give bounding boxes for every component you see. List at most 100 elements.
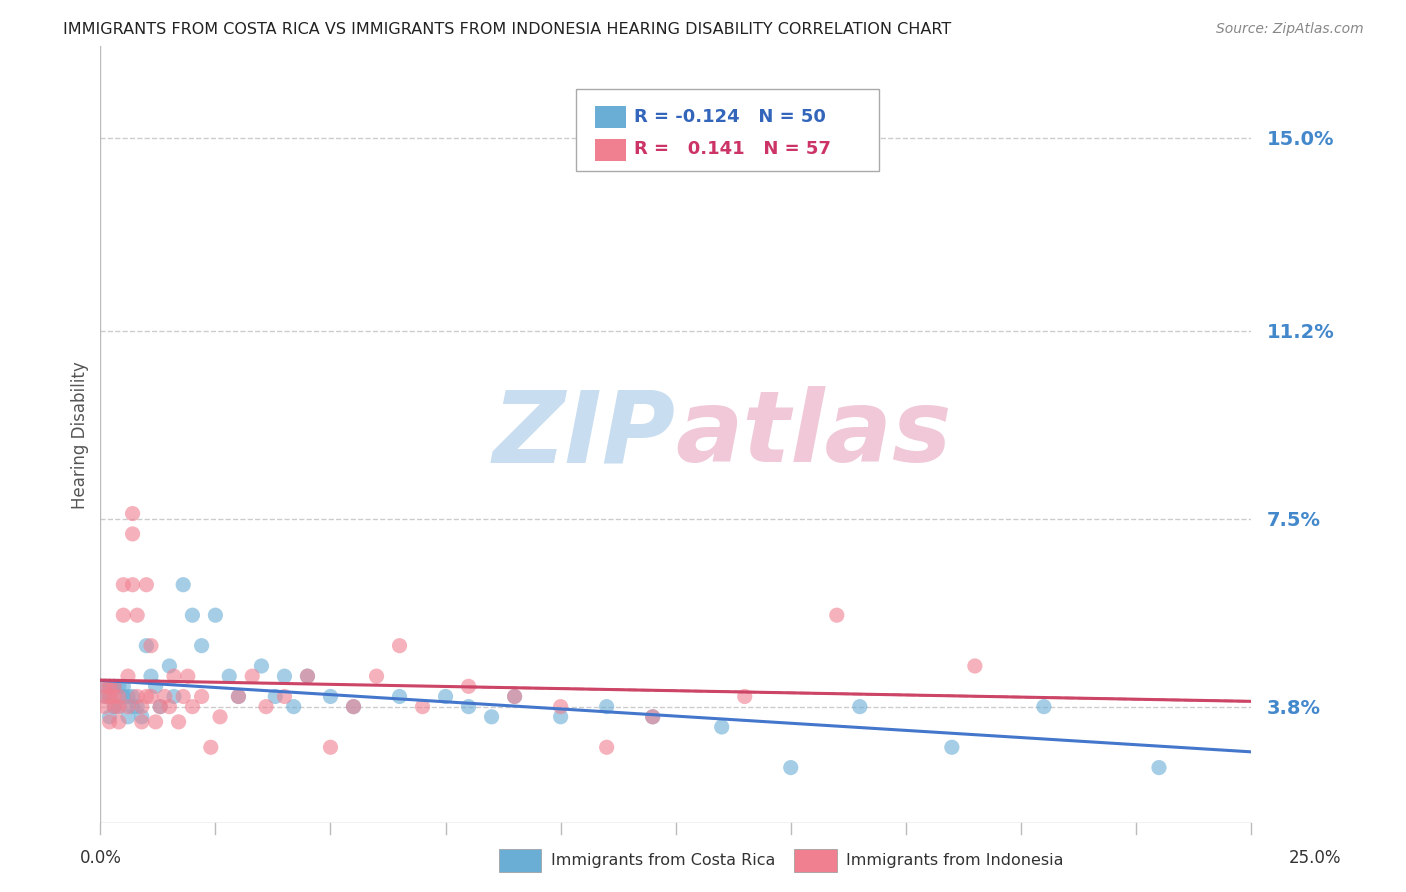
Point bbox=[135, 639, 157, 653]
Point bbox=[121, 507, 143, 521]
Point bbox=[121, 527, 143, 541]
Point bbox=[94, 679, 117, 693]
Text: R =   0.141   N = 57: R = 0.141 N = 57 bbox=[634, 140, 831, 158]
Point bbox=[153, 690, 176, 704]
Point bbox=[434, 690, 457, 704]
Point bbox=[107, 699, 129, 714]
Point bbox=[157, 699, 180, 714]
Point bbox=[149, 699, 172, 714]
Point bbox=[297, 669, 319, 683]
Point bbox=[297, 669, 319, 683]
Point bbox=[710, 720, 733, 734]
Text: Immigrants from Costa Rica: Immigrants from Costa Rica bbox=[551, 854, 776, 868]
Text: 0.0%: 0.0% bbox=[80, 849, 122, 867]
Point bbox=[172, 578, 194, 592]
Text: atlas: atlas bbox=[676, 386, 952, 483]
Text: IMMIGRANTS FROM COSTA RICA VS IMMIGRANTS FROM INDONESIA HEARING DISABILITY CORRE: IMMIGRANTS FROM COSTA RICA VS IMMIGRANTS… bbox=[63, 22, 952, 37]
Point bbox=[103, 690, 125, 704]
Point bbox=[342, 699, 364, 714]
Point bbox=[167, 714, 190, 729]
Point bbox=[181, 699, 204, 714]
Point bbox=[163, 669, 186, 683]
Point bbox=[218, 669, 240, 683]
Point bbox=[550, 710, 572, 724]
Point bbox=[117, 690, 139, 704]
Point bbox=[163, 690, 186, 704]
Point bbox=[112, 578, 135, 592]
Point bbox=[319, 690, 342, 704]
Point bbox=[98, 714, 121, 729]
Point bbox=[107, 699, 129, 714]
Point bbox=[112, 679, 135, 693]
Point bbox=[240, 669, 263, 683]
Point bbox=[135, 690, 157, 704]
Point bbox=[107, 714, 129, 729]
Point bbox=[963, 659, 986, 673]
Point bbox=[103, 699, 125, 714]
Point bbox=[103, 679, 125, 693]
Text: ZIP: ZIP bbox=[492, 386, 676, 483]
Point bbox=[127, 699, 149, 714]
Point bbox=[145, 714, 167, 729]
Point bbox=[172, 690, 194, 704]
Point bbox=[641, 710, 664, 724]
Point bbox=[264, 690, 287, 704]
Text: 25.0%: 25.0% bbox=[1288, 849, 1341, 867]
Text: R = -0.124   N = 50: R = -0.124 N = 50 bbox=[634, 108, 825, 126]
Point bbox=[849, 699, 872, 714]
Point bbox=[157, 659, 180, 673]
Point bbox=[208, 710, 231, 724]
Point bbox=[94, 699, 117, 714]
Point bbox=[412, 699, 434, 714]
Point bbox=[273, 669, 295, 683]
Point bbox=[98, 710, 121, 724]
Point bbox=[1032, 699, 1054, 714]
Point bbox=[98, 679, 121, 693]
Point bbox=[481, 710, 503, 724]
Point bbox=[457, 679, 479, 693]
Point bbox=[121, 690, 143, 704]
Point bbox=[734, 690, 756, 704]
Point bbox=[98, 690, 121, 704]
Point bbox=[94, 679, 117, 693]
Point bbox=[228, 690, 250, 704]
Point bbox=[121, 578, 143, 592]
Point bbox=[145, 679, 167, 693]
Point bbox=[117, 710, 139, 724]
Point bbox=[177, 669, 200, 683]
Point bbox=[388, 690, 411, 704]
Point bbox=[135, 578, 157, 592]
Point bbox=[181, 608, 204, 623]
Point bbox=[103, 699, 125, 714]
Point bbox=[342, 699, 364, 714]
Point bbox=[149, 699, 172, 714]
Point bbox=[503, 690, 526, 704]
Point bbox=[503, 690, 526, 704]
Point bbox=[595, 740, 617, 755]
Point bbox=[139, 639, 162, 653]
Point bbox=[825, 608, 848, 623]
Point bbox=[550, 699, 572, 714]
Point bbox=[273, 690, 295, 704]
Point bbox=[94, 690, 117, 704]
Point bbox=[595, 699, 617, 714]
Point bbox=[98, 679, 121, 693]
Point bbox=[779, 761, 801, 775]
Point bbox=[1147, 761, 1170, 775]
Point bbox=[457, 699, 479, 714]
Point bbox=[139, 669, 162, 683]
Point bbox=[131, 714, 153, 729]
Point bbox=[117, 699, 139, 714]
Point bbox=[121, 699, 143, 714]
Point bbox=[112, 690, 135, 704]
Point bbox=[103, 679, 125, 693]
Point bbox=[131, 710, 153, 724]
Point bbox=[319, 740, 342, 755]
Point bbox=[204, 608, 226, 623]
Point bbox=[283, 699, 305, 714]
Point bbox=[107, 690, 129, 704]
Point bbox=[127, 608, 149, 623]
Point bbox=[250, 659, 273, 673]
Point bbox=[117, 669, 139, 683]
Text: Source: ZipAtlas.com: Source: ZipAtlas.com bbox=[1216, 22, 1364, 37]
